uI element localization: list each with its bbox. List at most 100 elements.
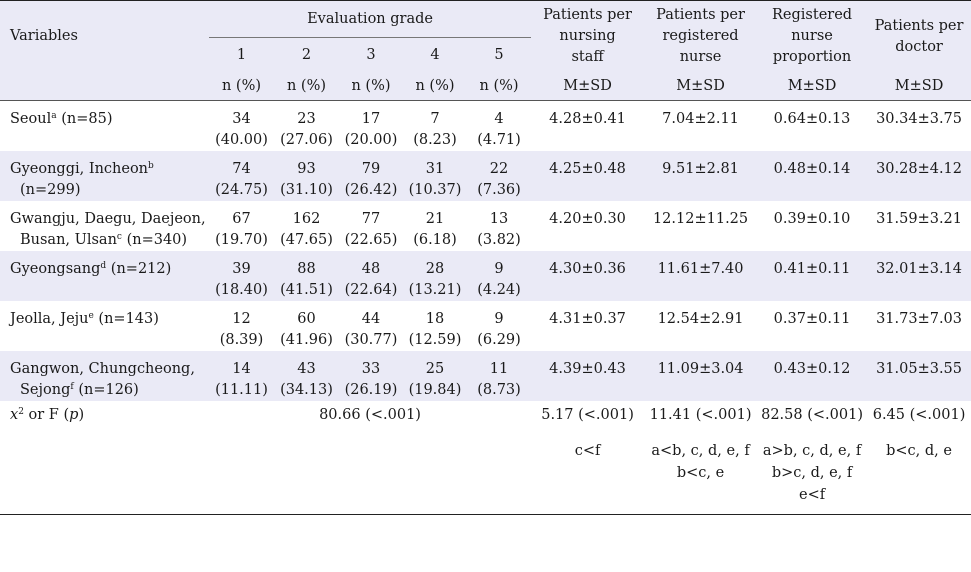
grade-4-cell: 21 (6.18)	[413, 211, 457, 248]
nursing-staff-cell: 4.39±0.43	[531, 351, 645, 401]
table-row: Gangwon, Chungcheong, Sejongf (n=126) 14 (1…	[0, 351, 971, 401]
posthoc-doctor: b<c, d, e	[867, 430, 971, 515]
registered-nurse-cell: 11.09±3.04	[644, 351, 758, 401]
header-blank	[0, 72, 209, 101]
posthoc-row: c<f a<b, c, d, e, f b<c, e a>b, c, d, e, …	[0, 430, 971, 515]
stat-nursing-staff: 5.17 (<.001)	[541, 407, 634, 423]
grade-4-cell: 18 (12.59)	[408, 311, 462, 348]
grade-4-cell: 31 (10.37)	[403, 151, 467, 201]
grade-4-cell: 28 (13.21)	[403, 251, 467, 301]
header-rn-proportion: Registered nurse proportion	[757, 0, 868, 73]
header-msd-proportion: M±SD	[757, 72, 868, 101]
grade-5-cell: 4 (4.71)	[477, 111, 521, 148]
table-row: Jeolla, Jejue (n=143) 12 (8.39) 60 (41.96) 44…	[0, 301, 971, 351]
table-row: Gwangju, Daegu, Daejeon, Busan, Ulsanc (n…	[0, 201, 971, 251]
registered-nurse-cell: 12.12±11.25	[652, 211, 749, 227]
grade-1-cell: 14 (11.11)	[209, 351, 274, 401]
rn-proportion-cell: 0.43±0.12	[757, 351, 868, 401]
header-npct-2: n (%)	[274, 72, 339, 101]
doctor-cell: 30.34±3.75	[876, 111, 963, 127]
nursing-staff-cell: 4.20±0.30	[549, 211, 626, 227]
header-evaluation-grade: Evaluation grade	[209, 0, 532, 38]
nursing-staff-cell: 4.31±0.37	[549, 311, 626, 327]
grade-2-cell: 88 (41.51)	[274, 251, 339, 301]
grade-1-cell: 67 (19.70)	[215, 211, 268, 248]
nursing-staff-cell: 4.28±0.41	[549, 111, 626, 127]
header-npct-5: n (%)	[467, 72, 532, 101]
header-nursing-staff: Patients per nursing staff	[531, 0, 645, 73]
grade-3-cell: 77 (22.65)	[344, 211, 398, 248]
rn-proportion-cell: 0.48±0.14	[757, 151, 868, 201]
row-label: Gangwon, Chungcheong, Sejongf (n=126)	[0, 351, 209, 401]
row-label: Gyeonggi, Incheonb (n=299)	[0, 151, 209, 201]
table-body: Seoula (n=85) 34 (40.00) 23 (27.06) 17 (20.00)…	[0, 101, 971, 515]
grade-4-cell: 25 (19.84)	[403, 351, 467, 401]
table-row: Gyeonggi, Incheonb (n=299) 74 (24.75) 93 (31.…	[0, 151, 971, 201]
stat-label: x2 or F (p)	[10, 407, 85, 423]
header-npct-1: n (%)	[209, 72, 274, 101]
header-msd-nursing: M±SD	[531, 72, 645, 101]
stat-row: x2 or F (p) 80.66 (<.001) 5.17 (<.001) 1…	[0, 401, 971, 430]
grade-1-cell: 12 (8.39)	[219, 311, 264, 348]
header-msd-rn: M±SD	[644, 72, 758, 101]
nursing-staff-cell: 4.30±0.36	[531, 251, 645, 301]
table-header: Variables Evaluation grade Patients per …	[0, 0, 971, 101]
registered-nurse-cell: 11.61±7.40	[644, 251, 758, 301]
grade-3-cell: 79 (26.42)	[339, 151, 403, 201]
header-npct-4: n (%)	[403, 72, 467, 101]
stat-rn-proportion: 82.58 (<.001)	[761, 407, 863, 423]
doctor-cell: 32.01±3.14	[867, 251, 971, 301]
doctor-cell: 31.05±3.55	[867, 351, 971, 401]
row-label: Jeolla, Jejue (n=143)	[10, 311, 159, 327]
rn-proportion-cell: 0.41±0.11	[757, 251, 868, 301]
stat-grade: 80.66 (<.001)	[319, 407, 421, 423]
grade-1-cell: 74 (24.75)	[209, 151, 274, 201]
posthoc-nursing-staff: c<f	[531, 430, 645, 515]
doctor-cell: 30.28±4.12	[867, 151, 971, 201]
grade-2-cell: 23 (27.06)	[280, 111, 333, 148]
header-grade-4: 4	[403, 37, 467, 73]
rn-proportion-cell: 0.64±0.13	[773, 111, 851, 127]
registered-nurse-cell: 7.04±2.11	[662, 111, 739, 127]
header-grade-3: 3	[339, 37, 403, 73]
grade-3-cell: 33 (26.19)	[339, 351, 403, 401]
grade-2-cell: 60 (41.96)	[280, 311, 333, 348]
posthoc-rn-proportion: a>b, c, d, e, f b>c, d, e, f e<f	[757, 430, 868, 515]
grade-5-cell: 11 (8.73)	[467, 351, 532, 401]
posthoc-label	[0, 430, 209, 515]
table-row: Gyeongsangd (n=212) 39 (18.40) 88 (41.51) 48(…	[0, 251, 971, 301]
row-label: Gwangju, Daegu, Daejeon, Busan, Ulsanc (n…	[10, 211, 206, 248]
posthoc-registered-nurse: a<b, c, d, e, f b<c, e	[644, 430, 758, 515]
grade-5-cell: 22 (7.36)	[467, 151, 532, 201]
grade-5-cell: 9 (6.29)	[477, 311, 521, 348]
header-npct-3: n (%)	[339, 72, 403, 101]
header-grade-5: 5	[467, 37, 532, 73]
registered-nurse-cell: 9.51±2.81	[644, 151, 758, 201]
grade-3-cell: 44 (30.77)	[344, 311, 398, 348]
posthoc-grade	[209, 430, 532, 515]
header-grade-1: 1	[209, 37, 274, 73]
grade-2-cell: 93 (31.10)	[274, 151, 339, 201]
grade-3-cell: 48 (22.64)	[339, 251, 403, 301]
header-msd-doctor: M±SD	[867, 72, 971, 101]
grade-3-cell: 17 (20.00)	[344, 111, 398, 148]
stat-doctor: 6.45 (<.001)	[872, 407, 966, 423]
header-registered-nurse: Patients per registered nurse	[644, 0, 758, 73]
grade-4-cell: 7 (8.23)	[413, 111, 457, 148]
doctor-cell: 31.59±3.21	[876, 211, 963, 227]
row-label: Gyeongsangd (n=212)	[0, 251, 209, 301]
grade-5-cell: 13 (3.82)	[477, 211, 521, 248]
registered-nurse-cell: 12.54±2.91	[657, 311, 744, 327]
rn-proportion-cell: 0.39±0.10	[773, 211, 851, 227]
stat-registered-nurse: 11.41 (<.001)	[649, 407, 752, 423]
header-variables: Variables	[0, 0, 209, 73]
grade-1-cell: 34 (40.00)	[215, 111, 268, 148]
grade-5-cell: 9 (4.24)	[467, 251, 532, 301]
header-doctor: Patients per doctor	[867, 0, 971, 73]
row-label: Seoula (n=85)	[10, 111, 113, 127]
results-table: Variables Evaluation grade Patients per …	[0, 0, 971, 515]
grade-1-cell: 39 (18.40)	[209, 251, 274, 301]
rn-proportion-cell: 0.37±0.11	[773, 311, 851, 327]
header-grade-2: 2	[274, 37, 339, 73]
doctor-cell: 31.73±7.03	[876, 311, 963, 327]
